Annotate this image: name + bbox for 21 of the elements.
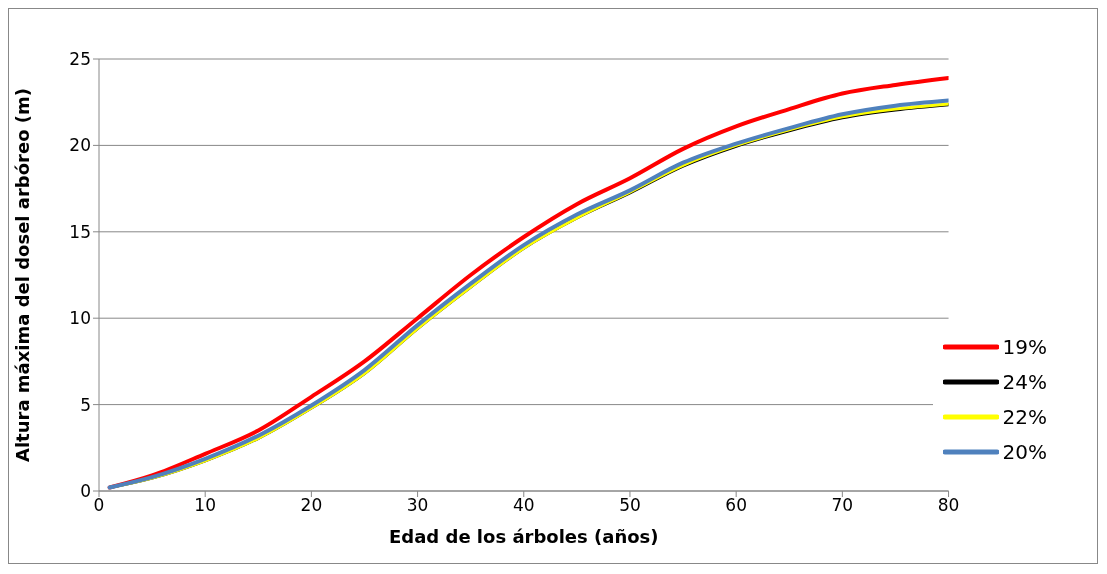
x-tick-label: 70	[831, 495, 854, 516]
legend-label: 20%	[1002, 439, 1047, 464]
y-tick-label: 0	[80, 481, 91, 502]
x-tick-label: 50	[619, 495, 641, 516]
legend-label: 22%	[1002, 404, 1047, 429]
y-tick-label: 5	[80, 394, 91, 415]
x-tick-label: 80	[937, 495, 960, 516]
y-tick-label: 25	[69, 49, 91, 70]
legend-label: 24%	[1002, 369, 1047, 394]
x-tick-label: 20	[300, 495, 323, 516]
x-axis-title: Edad de los árboles (años)	[389, 526, 659, 547]
x-tick-label: 0	[93, 495, 105, 516]
y-tick-label: 10	[69, 308, 91, 329]
y-tick-label: 15	[69, 221, 91, 242]
y-tick-label: 20	[69, 135, 91, 156]
legend-label: 19%	[1002, 334, 1047, 359]
x-tick-label: 30	[406, 495, 429, 516]
x-tick-label: 10	[194, 495, 217, 516]
x-tick-label: 60	[725, 495, 747, 516]
y-axis-title: Altura máxima del dosel arbóreo (m)	[12, 87, 34, 463]
x-tick-label: 40	[512, 495, 535, 516]
